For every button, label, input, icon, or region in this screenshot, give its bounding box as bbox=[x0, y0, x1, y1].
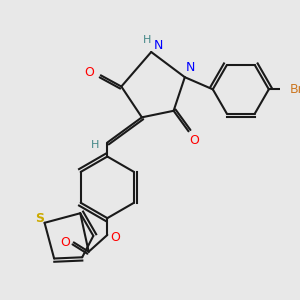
Text: N: N bbox=[154, 39, 164, 52]
Text: H: H bbox=[143, 35, 152, 45]
Text: O: O bbox=[60, 236, 70, 249]
Text: O: O bbox=[189, 134, 199, 147]
Text: S: S bbox=[35, 212, 44, 225]
Text: N: N bbox=[186, 61, 195, 74]
Text: O: O bbox=[110, 231, 120, 244]
Text: O: O bbox=[85, 66, 94, 79]
Text: Br: Br bbox=[290, 83, 300, 96]
Text: H: H bbox=[91, 140, 99, 150]
